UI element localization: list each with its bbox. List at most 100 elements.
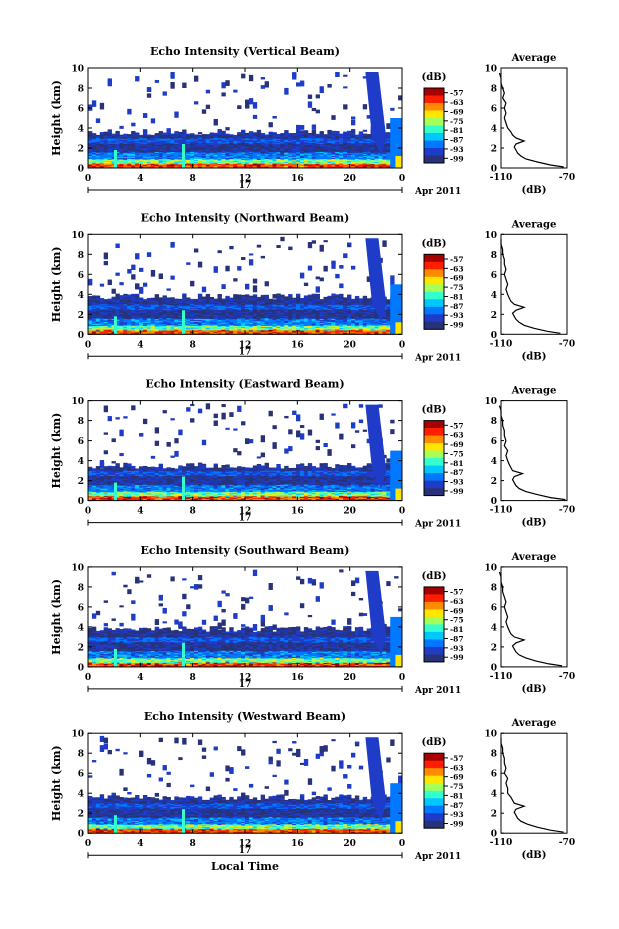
heatmap-cell — [386, 150, 391, 152]
heatmap-cell — [103, 320, 109, 323]
heatmap-cell — [123, 298, 128, 300]
heatmap-cell — [347, 151, 352, 153]
heatmap-cell — [248, 74, 254, 82]
heatmap-cell — [135, 140, 140, 142]
heatmap-cell — [154, 136, 160, 139]
heatmap-cell — [197, 150, 203, 152]
heatmap-cell — [335, 152, 340, 154]
heatmap-cell — [272, 147, 277, 149]
heatmap-cell — [288, 158, 293, 160]
heatmap-cell — [241, 142, 246, 144]
heatmap-cell — [335, 156, 340, 159]
heatmap-cell — [237, 142, 242, 144]
heatmap-cell — [319, 153, 324, 156]
heatmap-cell — [370, 151, 375, 154]
heatmap-cell — [88, 297, 93, 299]
heatmap-cell — [88, 150, 93, 152]
heatmap-cell — [131, 308, 136, 310]
heatmap-cell — [347, 132, 352, 135]
heatmap-cell — [115, 146, 120, 148]
heatmap-cell — [91, 295, 97, 297]
heatmap-cell — [178, 145, 183, 148]
heatmap-cell — [339, 152, 344, 155]
heatmap-cell — [260, 142, 266, 145]
heatmap-cell — [107, 157, 112, 159]
heatmap-cell — [170, 162, 175, 164]
heatmap-cell — [88, 149, 93, 151]
heatmap-cell — [292, 161, 297, 163]
heatmap-cell — [292, 144, 297, 147]
heatmap-cell — [127, 318, 132, 321]
heatmap-cell — [288, 150, 293, 152]
heatmap-cell — [233, 134, 238, 137]
heatmap-cell — [268, 163, 273, 166]
heatmap-cell — [91, 143, 97, 146]
heatmap-cell — [178, 143, 183, 146]
heatmap-cell — [319, 145, 324, 147]
heatmap-cell — [217, 159, 222, 161]
heatmap-cell — [111, 147, 116, 149]
heatmap-cell — [248, 154, 254, 157]
heatmap-cell — [241, 158, 246, 160]
heatmap-cell — [284, 138, 289, 140]
heatmap-cell — [170, 165, 175, 167]
heatmap-cell — [95, 158, 101, 161]
heatmap-cell — [233, 147, 238, 150]
heatmap-cell — [252, 166, 258, 168]
heatmap-cell — [123, 144, 128, 146]
heatmap-cell — [221, 134, 226, 137]
heatmap-cell — [193, 149, 199, 151]
heatmap-cell — [256, 158, 262, 160]
heatmap-cell — [327, 163, 332, 166]
heatmap-cell — [323, 163, 328, 165]
heatmap-cell — [146, 163, 152, 165]
heatmap-cell — [131, 141, 136, 143]
heatmap-cell — [260, 166, 266, 168]
heatmap-cell — [190, 159, 195, 161]
heatmap-cell — [252, 138, 258, 140]
heatmap-cell — [343, 162, 348, 165]
heatmap-cell — [315, 149, 320, 152]
heatmap-cell — [88, 332, 93, 334]
heatmap-cell — [139, 306, 144, 309]
heatmap-cell — [166, 288, 171, 291]
heatmap-cell — [146, 134, 152, 136]
heatmap-cell — [135, 307, 140, 309]
heatmap-cell — [154, 148, 160, 150]
heatmap-cell — [303, 140, 309, 143]
heatmap-cell — [166, 160, 171, 163]
heatmap-cell — [284, 159, 289, 162]
heatmap-cell — [88, 314, 93, 316]
heatmap-cell — [158, 158, 163, 161]
heatmap-cell — [272, 165, 277, 167]
heatmap-cell — [115, 130, 120, 133]
heatmap-cell — [135, 146, 140, 148]
heatmap-cell — [127, 145, 132, 147]
heatmap-cell — [158, 146, 163, 148]
heatmap-cell — [307, 157, 313, 159]
heatmap-cell — [107, 148, 112, 151]
heatmap-cell — [299, 153, 305, 155]
heatmap-cell — [174, 111, 179, 118]
heatmap-cell — [299, 154, 305, 156]
heatmap-cell — [99, 152, 105, 154]
heatmap-cell — [292, 147, 297, 149]
heatmap-cell — [103, 317, 109, 320]
heatmap-cell — [115, 165, 120, 168]
heatmap-cell — [245, 150, 250, 152]
heatmap-cell — [123, 311, 128, 314]
heatmap-cell — [252, 163, 258, 165]
heatmap-cell — [201, 147, 207, 149]
heatmap-cell — [323, 149, 328, 151]
heatmap-cell — [299, 132, 305, 134]
heatmap-cell — [111, 309, 116, 311]
heatmap-cell — [296, 146, 301, 148]
heatmap-cell — [213, 154, 218, 156]
heatmap-cell — [111, 151, 116, 154]
heatmap-cell — [347, 154, 352, 156]
x-tick-label: 16 — [291, 174, 304, 184]
heatmap-cell — [158, 143, 163, 145]
heatmap-cell — [323, 150, 328, 152]
heatmap-cell — [154, 157, 160, 159]
heatmap-cell — [366, 163, 372, 165]
